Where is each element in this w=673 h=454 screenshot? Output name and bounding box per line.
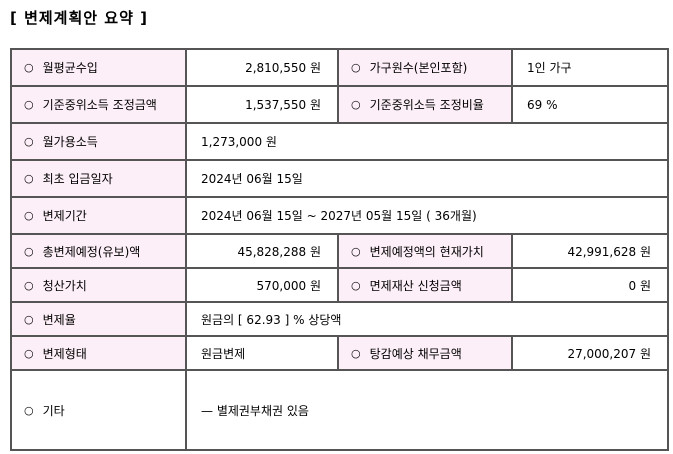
item-bullet: ○ — [24, 135, 34, 148]
row-label-cell: ○ 변제기간 — [10, 196, 187, 235]
row-value-cell: 45,828,288 원 — [185, 233, 339, 269]
row-label-cell: ○ 변제예정액의 현재가치 — [337, 233, 513, 269]
row-label: 변제예정액의 현재가치 — [369, 244, 484, 259]
row-value-cell: 원금변제 — [185, 335, 339, 371]
summary-table: ○ 월평균수입 2,810,550 원 ○ 가구원수(본인포함) 1인 가구 ○ 기준… — [10, 48, 669, 451]
table-row: ○ 변제기간 2024년 06월 15일 ~ 2027년 05월 15일 ( 36… — [10, 196, 669, 235]
row-value-cell: 2,810,550 원 — [185, 48, 339, 87]
row-value-cell: 570,000 원 — [185, 267, 339, 303]
row-label-cell: ○ 총변제예정(유보)액 — [10, 233, 187, 269]
item-bullet: ○ — [24, 312, 34, 326]
row-value-cell: 2024년 06월 15일 ~ 2027년 05월 15일 ( 36개월) — [185, 196, 669, 235]
row-label: 기준중위소득 조정금액 — [42, 98, 157, 112]
item-bullet: ○ — [24, 98, 34, 111]
row-label: 기타 — [42, 403, 65, 418]
row-label: 기준중위소득 조정비율 — [369, 98, 484, 112]
row-label: 가구원수(본인포함) — [369, 61, 468, 75]
item-bullet: ○ — [351, 244, 361, 258]
item-bullet: ○ — [24, 346, 34, 360]
row-label-cell: ○ 최초 입금일자 — [10, 159, 187, 198]
row-label: 면제재산 신청금액 — [369, 278, 462, 293]
table-row: ○ 월평균수입 2,810,550 원 ○ 가구원수(본인포함) 1인 가구 — [10, 48, 669, 87]
item-bullet: ○ — [24, 403, 34, 417]
row-label: 월평균수입 — [42, 61, 98, 75]
row-label: 탕감예상 채무금액 — [369, 346, 462, 361]
table-row: ○ 최초 입금일자 2024년 06월 15일 — [10, 159, 669, 198]
row-label-cell: ○ 기준중위소득 조정비율 — [337, 85, 513, 124]
row-label: 변제형태 — [42, 346, 87, 361]
row-value-cell: — 별제권부채권 있음 — [185, 369, 669, 451]
table-row: ○ 변제율 원금의 [ 62.93 ] % 상당액 — [10, 301, 669, 337]
table-row: ○ 기준중위소득 조정금액 1,537,550 원 ○ 기준중위소득 조정비율 69… — [10, 85, 669, 124]
row-label: 청산가치 — [42, 278, 87, 293]
row-label: 최초 입금일자 — [42, 172, 113, 186]
item-bullet: ○ — [24, 244, 34, 258]
row-value-cell: 1,273,000 원 — [185, 122, 669, 161]
row-value-cell: 0 원 — [511, 267, 669, 303]
item-bullet: ○ — [24, 278, 34, 292]
row-label-cell: ○ 변제율 — [10, 301, 187, 337]
row-label-cell: ○ 기타 — [10, 369, 187, 451]
row-value-cell: 69 % — [511, 85, 669, 124]
item-bullet: ○ — [24, 172, 34, 185]
row-label-cell: ○ 변제형태 — [10, 335, 187, 371]
item-bullet: ○ — [351, 61, 361, 74]
table-row: ○ 기타 — 별제권부채권 있음 — [10, 369, 669, 451]
table-row: ○ 변제형태 원금변제 ○ 탕감예상 채무금액 27,000,207 원 — [10, 335, 669, 371]
row-value-cell: 27,000,207 원 — [511, 335, 669, 371]
item-bullet: ○ — [351, 346, 361, 360]
row-label: 총변제예정(유보)액 — [42, 244, 141, 259]
row-label-cell: ○ 기준중위소득 조정금액 — [10, 85, 187, 124]
item-bullet: ○ — [24, 209, 34, 222]
item-bullet: ○ — [351, 98, 361, 111]
row-label-cell: ○ 탕감예상 채무금액 — [337, 335, 513, 371]
row-label: 월가용소득 — [42, 135, 98, 149]
table-row: ○ 총변제예정(유보)액 45,828,288 원 ○ 변제예정액의 현재가치 42… — [10, 233, 669, 269]
row-value-cell: 1,537,550 원 — [185, 85, 339, 124]
page-title: [ 변제계획안 요약 ] — [10, 9, 148, 27]
row-label: 변제기간 — [42, 209, 87, 223]
item-bullet: ○ — [24, 61, 34, 74]
table-row: ○ 월가용소득 1,273,000 원 — [10, 122, 669, 161]
row-value-cell: 42,991,628 원 — [511, 233, 669, 269]
table-row: ○ 청산가치 570,000 원 ○ 면제재산 신청금액 0 원 — [10, 267, 669, 303]
row-label-cell: ○ 면제재산 신청금액 — [337, 267, 513, 303]
row-label: 변제율 — [42, 312, 76, 327]
row-label-cell: ○ 월가용소득 — [10, 122, 187, 161]
item-bullet: ○ — [351, 278, 361, 292]
row-label-cell: ○ 청산가치 — [10, 267, 187, 303]
row-value-cell: 1인 가구 — [511, 48, 669, 87]
row-label-cell: ○ 월평균수입 — [10, 48, 187, 87]
row-value-cell: 원금의 [ 62.93 ] % 상당액 — [185, 301, 669, 337]
row-value-cell: 2024년 06월 15일 — [185, 159, 669, 198]
row-label-cell: ○ 가구원수(본인포함) — [337, 48, 513, 87]
